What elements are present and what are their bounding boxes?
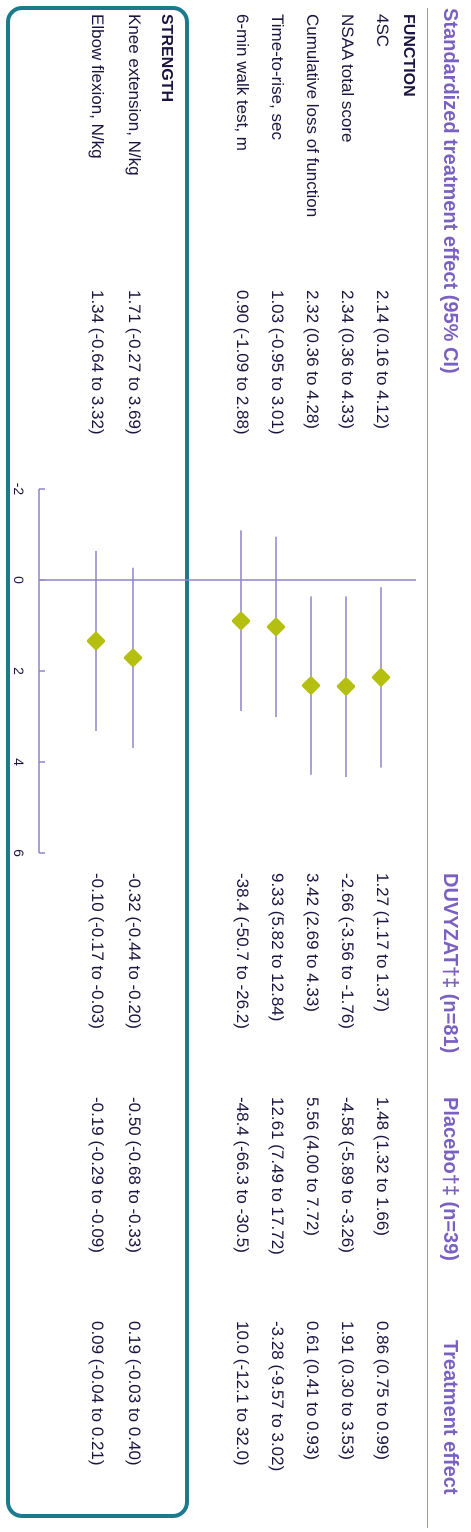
point-estimate-marker [336,677,356,696]
point-estimate-marker [301,676,321,695]
point-estimate-marker [266,617,286,636]
x-tick-label: 0 [11,576,27,584]
point-estimate-marker [231,611,251,631]
x-tick-label: 4 [11,758,27,766]
x-tick-label: 2 [11,667,27,675]
point-estimate-marker [371,668,391,687]
point-estimate-marker [123,648,143,667]
x-tick-label: -2 [11,483,27,496]
x-tick-label: 6 [11,849,27,857]
point-estimate-marker [86,631,106,651]
